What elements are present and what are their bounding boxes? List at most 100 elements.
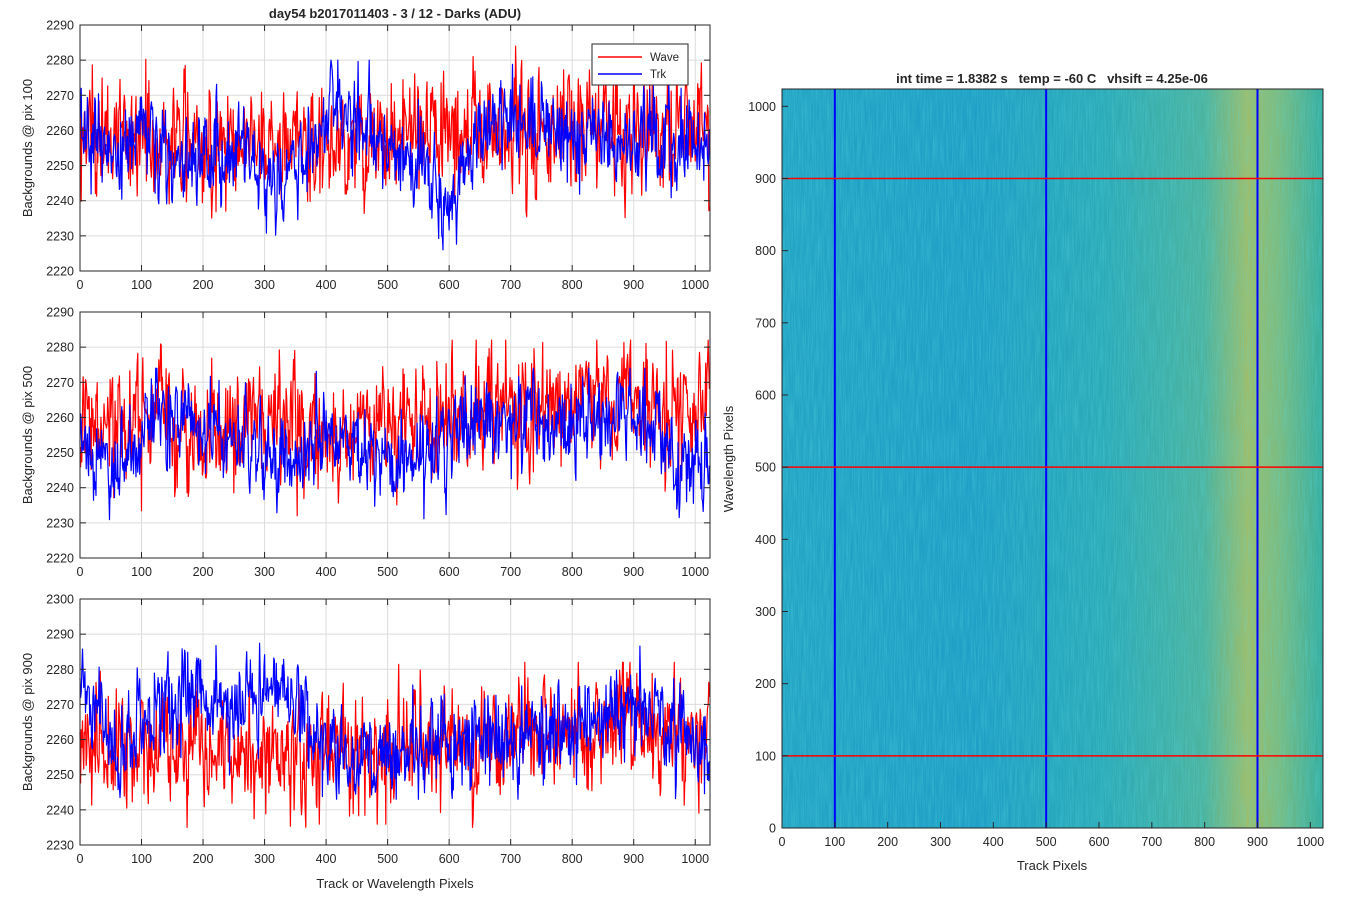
- y-tick-label: 2290: [46, 628, 74, 642]
- x-tick-label: 1000: [681, 852, 709, 866]
- y-tick-label: 400: [755, 533, 776, 547]
- x-tick-label: 1000: [681, 565, 709, 579]
- y-tick-label: 1000: [748, 100, 776, 114]
- y-tick-label: 2260: [46, 733, 74, 747]
- x-tick-label: 600: [1089, 835, 1110, 849]
- x-tick-label: 600: [439, 278, 460, 292]
- y-tick-label: 500: [755, 461, 776, 475]
- ticks: 0 100 200 300 400 500 600 700 800 900 1000 2220 2230…: [46, 19, 710, 292]
- y-tick-label: 2290: [46, 306, 74, 320]
- x-tick-label: 700: [500, 852, 521, 866]
- y-tick-label: 2270: [46, 89, 74, 103]
- y-tick-label: 2240: [46, 803, 74, 817]
- y-tick-label: 2260: [46, 411, 74, 425]
- x-tick-label: 200: [193, 852, 214, 866]
- x-tick-label: 600: [439, 852, 460, 866]
- legend-label-wave: Wave: [650, 52, 679, 64]
- figure-title: day54 b2017011403 - 3 / 12 - Darks (ADU): [269, 6, 521, 21]
- ticks: 0 100 200 300 400 500 600 700 800 900 1000 0 100 200 3…: [748, 100, 1324, 849]
- x-tick-label: 500: [1036, 835, 1057, 849]
- y-tick-label: 2300: [46, 593, 74, 607]
- x-tick-label: 100: [824, 835, 845, 849]
- y-tick-label: 600: [755, 388, 776, 402]
- y-tick-label: 2220: [46, 265, 74, 279]
- y-axis-label: Backgrounds @ pix 900: [20, 653, 35, 791]
- legend-label-trk: Trk: [650, 69, 666, 81]
- y-tick-label: 2270: [46, 376, 74, 390]
- series-group: [79, 45, 710, 251]
- line-panel-pix-100: 0 100 200 300 400 500 600 700 800 900 1000 2220 2230…: [20, 19, 711, 292]
- ticks: 0 100 200 300 400 500 600 700 800 900 1000 2220 2230…: [46, 306, 710, 579]
- x-tick-label: 800: [562, 852, 583, 866]
- x-tick-label: 500: [377, 852, 398, 866]
- x-tick-label: 700: [500, 278, 521, 292]
- y-tick-label: 2280: [46, 663, 74, 677]
- y-tick-label: 2250: [46, 446, 74, 460]
- x-tick-label: 900: [623, 565, 644, 579]
- x-tick-label: 300: [254, 278, 275, 292]
- series-line-wave: [79, 339, 710, 517]
- x-tick-label: 300: [930, 835, 951, 849]
- x-tick-label: 900: [623, 852, 644, 866]
- legend-box: [591, 43, 689, 86]
- x-tick-label: 400: [983, 835, 1004, 849]
- y-axis-label: Backgrounds @ pix 500: [20, 366, 35, 504]
- y-tick-label: 2280: [46, 341, 74, 355]
- x-tick-label: 700: [1141, 835, 1162, 849]
- y-tick-label: 2260: [46, 124, 74, 138]
- y-tick-label: 300: [755, 605, 776, 619]
- axes-box: [781, 88, 1324, 829]
- x-tick-label: 300: [254, 565, 275, 579]
- series-group: [79, 339, 710, 521]
- x-tick-label: 1000: [681, 278, 709, 292]
- y-tick-label: 2240: [46, 194, 74, 208]
- y-tick-label: 2250: [46, 768, 74, 782]
- ticks: 0 100 200 300 400 500 600 700 800 900 1000 2230 2240…: [46, 593, 710, 866]
- heatmap-panel: int time = 1.8382 s temp = -60 C vhsift …: [721, 71, 1324, 873]
- x-tick-label: 200: [877, 835, 898, 849]
- y-tick-label: 0: [769, 822, 776, 836]
- x-tick-label: 700: [500, 565, 521, 579]
- legend: Wave Trk: [591, 43, 689, 86]
- series-group: [79, 642, 710, 829]
- x-tick-label: 600: [439, 565, 460, 579]
- y-tick-label: 2270: [46, 698, 74, 712]
- y-tick-label: 900: [755, 172, 776, 186]
- y-axis-label: Backgrounds @ pix 100: [20, 79, 35, 217]
- series-line-wave: [79, 45, 710, 219]
- x-tick-label: 200: [193, 565, 214, 579]
- y-tick-label: 2240: [46, 481, 74, 495]
- x-tick-label: 800: [562, 278, 583, 292]
- y-tick-label: 2280: [46, 54, 74, 68]
- x-tick-label: 100: [131, 565, 152, 579]
- heatmap-texture: [782, 89, 1323, 828]
- y-tick-label: 100: [755, 749, 776, 763]
- x-tick-label: 100: [131, 278, 152, 292]
- x-tick-label: 0: [77, 278, 84, 292]
- x-axis-label: Track or Wavelength Pixels: [316, 876, 474, 891]
- x-tick-label: 800: [1194, 835, 1215, 849]
- y-tick-label: 2230: [46, 516, 74, 530]
- y-tick-label: 2230: [46, 229, 74, 243]
- heatmap-title: int time = 1.8382 s temp = -60 C vhsift …: [896, 71, 1208, 86]
- axes-box: [79, 311, 711, 559]
- axes-box: [79, 24, 711, 272]
- series-line-trk: [79, 367, 710, 521]
- x-tick-label: 0: [77, 565, 84, 579]
- x-tick-label: 100: [131, 852, 152, 866]
- y-tick-label: 2220: [46, 552, 74, 566]
- line-panel-pix-900: 0 100 200 300 400 500 600 700 800 900 1000 2230 2240…: [20, 593, 711, 891]
- marker-lines: [782, 89, 1323, 828]
- series-line-trk: [79, 642, 710, 800]
- x-tick-label: 800: [562, 565, 583, 579]
- y-tick-label: 2250: [46, 159, 74, 173]
- x-axis-label: Track Pixels: [1017, 858, 1088, 873]
- x-tick-label: 900: [623, 278, 644, 292]
- x-tick-label: 200: [193, 278, 214, 292]
- x-tick-label: 500: [377, 278, 398, 292]
- x-tick-label: 400: [316, 852, 337, 866]
- y-tick-label: 2290: [46, 19, 74, 33]
- line-panel-pix-500: 0 100 200 300 400 500 600 700 800 900 1000 2220 2230…: [20, 306, 711, 579]
- y-tick-label: 800: [755, 244, 776, 258]
